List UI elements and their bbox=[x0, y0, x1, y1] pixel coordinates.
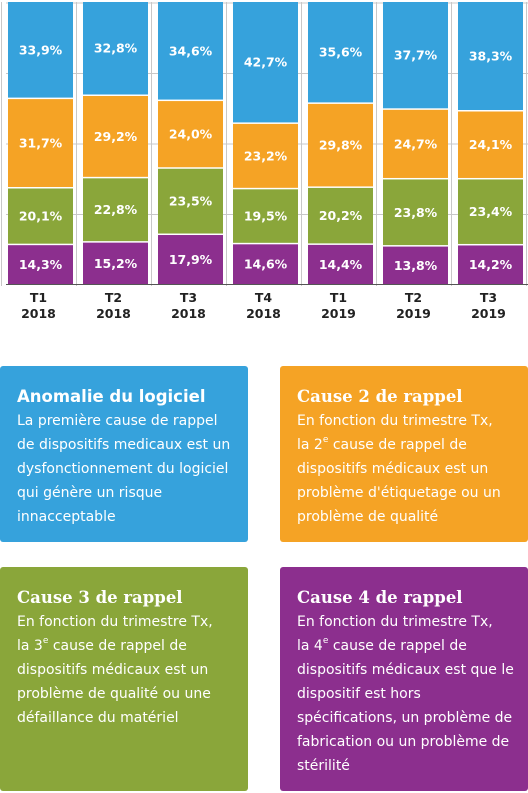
bar-segment bbox=[383, 2, 448, 109]
card-cause-4-title: Cause 4 de rappel bbox=[297, 588, 463, 607]
card-cause-3-sup: e bbox=[42, 636, 49, 647]
bar-segment bbox=[158, 2, 223, 100]
card-cause-3-text: En fonction du trimestre Tx, la 3e cause … bbox=[17, 610, 238, 730]
x-tick-label: T1 bbox=[30, 290, 47, 305]
bar-segment bbox=[8, 188, 73, 244]
bar-segment bbox=[8, 99, 73, 187]
stacked-bar-chart: 14,3%20,1%31,7%33,9%T1201815,2%22,8%29,2… bbox=[1, 2, 528, 321]
data-label: 31,7% bbox=[19, 136, 63, 151]
data-label: 32,8% bbox=[94, 41, 138, 56]
data-label: 14,2% bbox=[469, 257, 513, 272]
data-label: 13,8% bbox=[394, 258, 438, 273]
data-label: 23,8% bbox=[394, 205, 438, 220]
data-label: 20,2% bbox=[319, 208, 363, 223]
data-label: 23,5% bbox=[169, 194, 213, 209]
card-cause-3-line1: En fonction du trimestre Tx, bbox=[17, 614, 213, 630]
x-tick-label: 2019 bbox=[396, 306, 431, 321]
bar-segment bbox=[308, 103, 373, 187]
x-tick-label: 2018 bbox=[96, 306, 131, 321]
data-label: 15,2% bbox=[94, 256, 138, 271]
bar-segment bbox=[383, 109, 448, 178]
bar-segment bbox=[308, 244, 373, 284]
bar-segment bbox=[233, 244, 298, 284]
data-label: 33,9% bbox=[19, 42, 63, 57]
x-tick-label: 2019 bbox=[471, 306, 506, 321]
card-cause-2-title: Cause 2 de rappel bbox=[297, 387, 463, 406]
bar-segment bbox=[308, 2, 373, 103]
card-cause-3-pre: la 3 bbox=[17, 638, 43, 654]
x-tick-label: T3 bbox=[180, 290, 197, 305]
card-cause-3-title: Cause 3 de rappel bbox=[17, 588, 183, 607]
x-tick-label: T3 bbox=[480, 290, 497, 305]
bar-segment bbox=[458, 179, 523, 244]
x-tick-label: T2 bbox=[105, 290, 122, 305]
bar-segment bbox=[233, 123, 298, 188]
card-cause-3-rest: cause de rappel de dispositifs médicaux … bbox=[17, 638, 211, 726]
bar-segment bbox=[308, 187, 373, 244]
bar-segment bbox=[83, 95, 148, 177]
bar-segment bbox=[83, 242, 148, 284]
bar-segment bbox=[8, 245, 73, 284]
data-label: 22,8% bbox=[94, 202, 138, 217]
data-label: 24,0% bbox=[169, 127, 213, 142]
x-tick-label: 2018 bbox=[171, 306, 206, 321]
data-label: 24,1% bbox=[469, 137, 513, 152]
card-cause-2-line1: En fonction du trimestre Tx, bbox=[297, 413, 493, 429]
card-cause-4-text: En fonction du trimestre Tx, la 4e cause … bbox=[297, 610, 518, 778]
data-label: 17,9% bbox=[169, 252, 213, 267]
card-cause-2: Cause 2 de rappel En fonction du trimest… bbox=[280, 366, 528, 542]
data-label: 42,7% bbox=[244, 55, 288, 70]
data-label: 23,4% bbox=[469, 204, 513, 219]
card-cause-2-text: En fonction du trimestre Tx, la 2e cause … bbox=[297, 409, 518, 529]
card-software-anomaly-title: Anomalie du logiciel bbox=[17, 387, 206, 406]
bar-segment bbox=[83, 178, 148, 242]
data-label: 29,2% bbox=[94, 129, 138, 144]
card-cause-4-line1: En fonction du trimestre Tx, bbox=[297, 614, 493, 630]
card-cause-3: Cause 3 de rappel En fonction du trimest… bbox=[0, 567, 248, 791]
x-tick-label: T1 bbox=[330, 290, 347, 305]
card-cause-4-pre: la 4 bbox=[297, 638, 323, 654]
bar-segment bbox=[383, 179, 448, 246]
x-tick-label: 2018 bbox=[246, 306, 281, 321]
bar-segment bbox=[158, 235, 223, 284]
data-label: 20,1% bbox=[19, 209, 63, 224]
card-cause-4-sup: e bbox=[322, 636, 329, 647]
bar-segment bbox=[383, 246, 448, 284]
bar-segment bbox=[458, 245, 523, 284]
data-label: 29,8% bbox=[319, 138, 363, 153]
data-label: 24,7% bbox=[394, 136, 438, 151]
data-label: 37,7% bbox=[394, 48, 438, 63]
bar-segment bbox=[233, 189, 298, 243]
card-cause-4: Cause 4 de rappel En fonction du trimest… bbox=[280, 567, 528, 791]
data-label: 35,6% bbox=[319, 45, 363, 60]
x-tick-label: T2 bbox=[405, 290, 422, 305]
data-label: 14,6% bbox=[244, 257, 288, 272]
card-software-anomaly-text: La première cause de rappel de dispositi… bbox=[17, 413, 231, 525]
bar-segment bbox=[158, 101, 223, 168]
data-label: 34,6% bbox=[169, 43, 213, 58]
data-label: 14,3% bbox=[19, 257, 63, 272]
bar-segment bbox=[83, 2, 148, 95]
x-tick-label: 2018 bbox=[21, 306, 56, 321]
x-tick-label: 2019 bbox=[321, 306, 356, 321]
card-cause-4-rest: cause de rappel de dispositifs médicaux … bbox=[297, 638, 514, 774]
data-label: 38,3% bbox=[469, 49, 513, 64]
bar-segment bbox=[458, 2, 523, 111]
card-software-anomaly: Anomalie du logiciel La première cause d… bbox=[0, 366, 248, 542]
data-label: 14,4% bbox=[319, 257, 363, 272]
data-label: 19,5% bbox=[244, 209, 288, 224]
card-cause-2-sup: e bbox=[322, 435, 329, 446]
bar-segment bbox=[8, 2, 73, 98]
data-label: 23,2% bbox=[244, 148, 288, 163]
bar-segment bbox=[233, 2, 298, 123]
x-tick-label: T4 bbox=[255, 290, 273, 305]
card-cause-2-rest: cause de rappel de dispositifs médicaux … bbox=[297, 437, 501, 525]
card-cause-2-pre: la 2 bbox=[297, 437, 323, 453]
bar-segment bbox=[458, 111, 523, 178]
bar-segment bbox=[158, 168, 223, 234]
